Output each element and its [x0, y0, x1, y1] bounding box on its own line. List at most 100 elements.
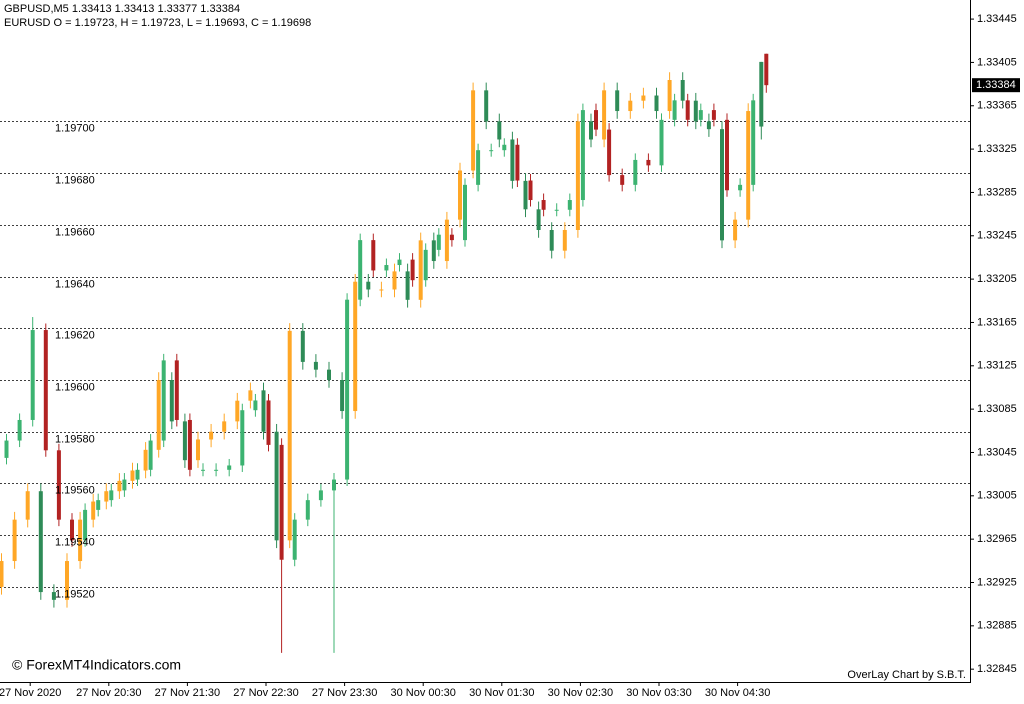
- candle-body: [174, 360, 179, 420]
- candle-body: [78, 519, 83, 562]
- candle-body: [182, 421, 187, 461]
- candle-body: [366, 281, 371, 290]
- candle-body: [104, 491, 109, 502]
- chart-subtitle: EURUSD O = 1.19723, H = 1.19723, L = 1.1…: [4, 17, 311, 29]
- candle-body: [720, 129, 724, 241]
- candle-body: [12, 519, 17, 562]
- candle-body: [751, 100, 756, 185]
- x-tick-label: 30 Nov 01:30: [469, 687, 534, 699]
- candle-body: [510, 139, 515, 181]
- y-tick-label: 1.33205: [977, 273, 1017, 285]
- price-tag: [972, 78, 1020, 93]
- candle-body: [30, 330, 35, 420]
- candle-body: [431, 240, 436, 262]
- candle-body: [130, 470, 135, 481]
- candle-body: [733, 219, 738, 241]
- candle-body: [471, 90, 476, 171]
- candle-body: [235, 400, 240, 422]
- candle-body: [253, 400, 258, 411]
- y-tick-label: 1.33445: [977, 13, 1017, 25]
- candle-body: [672, 100, 677, 120]
- y-tick-label: 1.33245: [977, 230, 1017, 242]
- y-tick-label: 1.33085: [977, 403, 1017, 415]
- x-tick-label: 30 Nov 00:30: [390, 687, 455, 699]
- candle-body: [292, 519, 297, 560]
- candle-body: [463, 184, 467, 241]
- y2-tick-label: 1.19660: [55, 226, 95, 238]
- candle-body: [148, 440, 153, 470]
- grid: [0, 18, 974, 686]
- candle-body: [410, 259, 415, 281]
- candle-body: [279, 444, 284, 560]
- candle-body: [549, 230, 554, 251]
- candle-body: [449, 234, 454, 241]
- candle-body: [562, 230, 567, 251]
- candle-body: [738, 184, 743, 191]
- candle-body: [476, 150, 481, 185]
- candle-body: [764, 53, 769, 86]
- x-tick-label: 30 Nov 03:30: [626, 687, 691, 699]
- candle-body: [607, 129, 612, 176]
- y-tick-label: 1.32925: [977, 576, 1017, 588]
- price-tag-label: 1.33384: [976, 79, 1016, 91]
- x-tick-label: 30 Nov 04:30: [705, 687, 770, 699]
- candle-body: [340, 380, 345, 412]
- candles: [0, 53, 769, 653]
- candle-body: [117, 480, 122, 492]
- x-tick-label: 27 Nov 2020: [0, 687, 61, 699]
- candle-body: [484, 90, 489, 122]
- candle-body: [685, 100, 690, 120]
- candle-body: [379, 289, 384, 291]
- candle-body: [711, 110, 716, 120]
- candle-body: [156, 380, 161, 450]
- candle-body: [489, 150, 494, 152]
- candle-body: [305, 500, 310, 520]
- candle-body: [680, 80, 685, 101]
- candle-body: [746, 111, 751, 220]
- candle-body: [523, 180, 528, 210]
- x-tick-label: 27 Nov 20:30: [76, 687, 141, 699]
- candle-body: [83, 509, 88, 541]
- y-tick-label: 1.33365: [977, 100, 1017, 112]
- candle-body: [698, 110, 703, 120]
- credit: OverLay Chart by S.B.T.: [847, 669, 966, 681]
- candle-body: [17, 419, 22, 441]
- candle-body: [575, 121, 580, 230]
- x-tick-label: 30 Nov 02:30: [548, 687, 613, 699]
- candle-body: [628, 100, 633, 112]
- candle-body: [667, 80, 672, 112]
- candle-body: [214, 469, 219, 471]
- y-tick-label: 1.32885: [977, 620, 1017, 632]
- candle-body: [248, 390, 253, 401]
- candle-body: [43, 330, 48, 451]
- x-tick-label: 27 Nov 23:30: [312, 687, 377, 699]
- y2-tick-label: 1.19520: [55, 588, 95, 600]
- candle-body: [371, 240, 376, 271]
- candle-body: [287, 330, 292, 541]
- y2-tick-label: 1.19640: [55, 278, 95, 290]
- candle-body: [620, 175, 625, 185]
- watermark: © ForexMT4Indicators.com: [12, 657, 181, 673]
- candle-body: [227, 465, 232, 470]
- candle-body: [436, 234, 441, 250]
- candle-body: [274, 431, 279, 541]
- labels: GBPUSD,M5 1.33413 1.33413 1.33377 1.3338…: [0, 3, 1020, 699]
- candle-body: [502, 144, 507, 151]
- candle-body: [122, 479, 127, 491]
- x-tick-label: 27 Nov 21:30: [155, 687, 220, 699]
- candle-body: [594, 110, 598, 130]
- candle-body: [318, 490, 323, 501]
- candle-body: [313, 361, 318, 370]
- candle-body: [693, 100, 698, 122]
- candle-body: [0, 561, 4, 587]
- candle-body: [515, 144, 520, 181]
- candle-body: [725, 119, 729, 191]
- candle-body: [261, 390, 266, 432]
- y-tick-label: 1.33325: [977, 143, 1017, 155]
- y-tick-label: 1.33005: [977, 490, 1017, 502]
- candle-body: [423, 249, 428, 281]
- candle-body: [602, 90, 607, 140]
- y2-tick-label: 1.19620: [55, 329, 95, 341]
- y2-tick-label: 1.19680: [55, 174, 95, 186]
